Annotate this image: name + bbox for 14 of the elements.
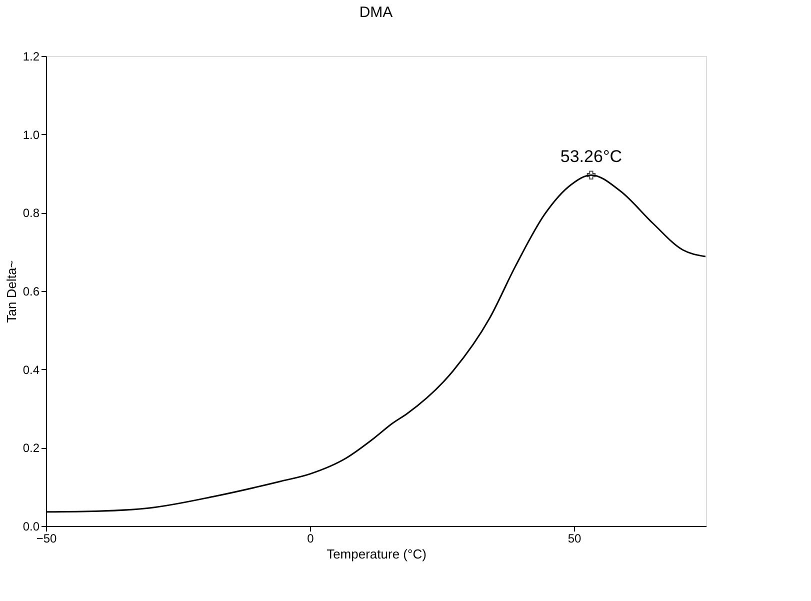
y-tick-label: 1.2 — [22, 50, 40, 64]
annotation: 53.26°C — [560, 147, 622, 166]
x-tick-label: −50 — [36, 532, 57, 546]
y-tick-label: 0.2 — [22, 441, 40, 456]
y-tick-label: 0.8 — [22, 206, 40, 220]
y-axis-title: Tan Delta~ — [4, 260, 19, 323]
y-tick-label: 1.0 — [22, 128, 40, 142]
x-axis-title: Temperature (°C) — [326, 546, 426, 562]
y-tick-label: 0.4 — [22, 362, 40, 377]
y-tick-label: 0.0 — [22, 520, 40, 534]
y-tick-label: 0.6 — [22, 284, 40, 298]
chart-title: DMA — [359, 4, 393, 21]
x-tick-label: 0 — [307, 532, 314, 546]
x-tick-label: 50 — [568, 532, 582, 546]
